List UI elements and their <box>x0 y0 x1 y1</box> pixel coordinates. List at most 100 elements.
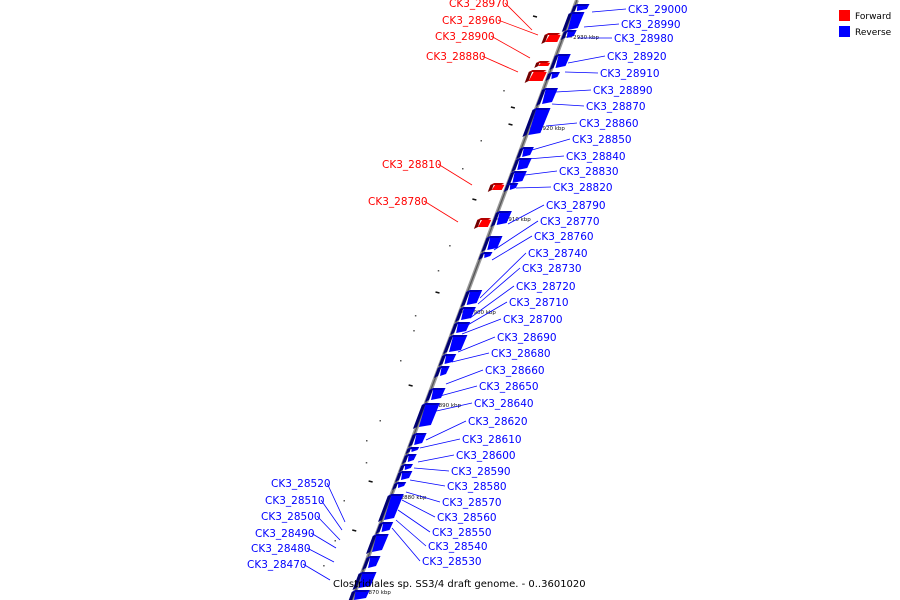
gene-face <box>542 88 558 104</box>
gene-feature <box>522 108 551 137</box>
gene-side <box>522 108 537 137</box>
gene-side <box>378 494 392 522</box>
gene-feature <box>490 211 512 227</box>
gene-feature <box>375 522 394 534</box>
gene-feature <box>378 494 404 522</box>
tick-label: 2880 kbp <box>401 495 427 501</box>
gene-side <box>455 307 464 322</box>
gene-top <box>412 433 427 435</box>
leader-line <box>417 454 455 463</box>
gene-feature <box>487 183 505 192</box>
gene-top <box>495 211 512 213</box>
gene-feature <box>438 354 457 366</box>
gene-face <box>418 403 440 427</box>
gene-face <box>567 12 585 30</box>
leader-line <box>302 563 331 581</box>
gene-feature <box>398 464 413 472</box>
gene-feature <box>570 4 590 13</box>
legend-reverse-label: Reverse <box>855 28 892 38</box>
leader-line <box>583 23 620 28</box>
leader-line <box>493 220 539 251</box>
gene-top <box>568 12 585 14</box>
leader-line <box>479 252 527 299</box>
gene-face <box>512 171 527 183</box>
gene-top <box>437 366 450 368</box>
grey-mark <box>400 360 402 362</box>
gene-face <box>414 433 427 445</box>
leader-line <box>490 35 531 59</box>
grey-mark <box>366 440 368 442</box>
dark-mark <box>408 384 413 387</box>
leader-line <box>326 482 346 523</box>
gene-face <box>487 236 503 250</box>
gene-feature <box>450 322 471 335</box>
gene-side <box>362 556 371 570</box>
gene-feature <box>408 433 427 447</box>
gene-label: CK3_28600 <box>456 450 516 462</box>
gene-label: CK3_28540 <box>428 541 488 553</box>
gene-label: CK3_28820 <box>553 182 613 194</box>
dark-mark <box>368 480 373 483</box>
gene-side <box>395 471 403 482</box>
gene-side <box>511 158 520 172</box>
gene-top <box>548 72 560 74</box>
leader-line <box>437 163 473 186</box>
gene-feature <box>405 447 420 454</box>
gene-label: CK3_28580 <box>447 481 507 493</box>
gene-top <box>449 335 468 337</box>
gene-feature <box>561 12 585 32</box>
gene-feature <box>455 307 476 322</box>
gene-side <box>412 403 426 429</box>
gene-feature <box>511 158 532 172</box>
gene-top <box>510 171 527 173</box>
tick-label: 2870 kbp <box>365 590 391 596</box>
gene-side <box>352 572 363 590</box>
gene-top <box>542 88 558 90</box>
gene-side <box>443 335 454 354</box>
gene-label: CK3_28920 <box>607 51 667 63</box>
gene-face <box>372 534 389 552</box>
gene-face <box>545 33 561 42</box>
gene-face <box>354 590 370 600</box>
gene-side <box>487 183 495 192</box>
gene-side <box>401 454 409 464</box>
leader-line <box>469 285 515 319</box>
gene-side <box>524 70 533 83</box>
leader-line <box>320 499 343 531</box>
gene-top <box>372 534 389 536</box>
gene-face <box>456 322 471 333</box>
dark-mark <box>510 106 516 109</box>
gene-face <box>368 556 381 568</box>
gene-label: CK3_28910 <box>600 68 660 80</box>
gene-feature <box>362 556 381 570</box>
gene-label: CK3_28980 <box>614 33 674 45</box>
gene-label: CK3_28490 <box>255 528 315 540</box>
gene-side <box>481 236 491 252</box>
gene-label: CK3_28560 <box>437 512 497 524</box>
tick-label: 2890 kbp <box>435 403 461 409</box>
tick-label: 2920 kbp <box>539 126 565 132</box>
gene-top <box>532 108 551 110</box>
leader-line <box>405 491 441 503</box>
gene-face <box>449 335 468 352</box>
gene-top <box>573 4 590 6</box>
gene-label: CK3_28890 <box>593 85 653 97</box>
gene-labels: CK3_29000 CK3_28990 CK3_28980 CK3_28920 CK3_… <box>247 0 688 571</box>
gene-top <box>366 556 381 558</box>
dark-mark <box>352 529 357 532</box>
gene-label: CK3_29000 <box>628 4 688 16</box>
dark-mark <box>472 198 477 201</box>
gene-label: CK3_28470 <box>247 559 307 571</box>
gene-face <box>496 211 512 225</box>
gene-feature <box>434 366 450 378</box>
gene-top <box>442 354 457 356</box>
gene-feature <box>534 61 551 68</box>
leader-line <box>477 267 521 305</box>
gene-face <box>461 307 476 320</box>
gene-side <box>516 147 524 159</box>
gene-face <box>477 218 492 227</box>
grey-mark <box>343 500 345 502</box>
grey-mark <box>323 565 325 567</box>
leader-line <box>461 318 502 335</box>
